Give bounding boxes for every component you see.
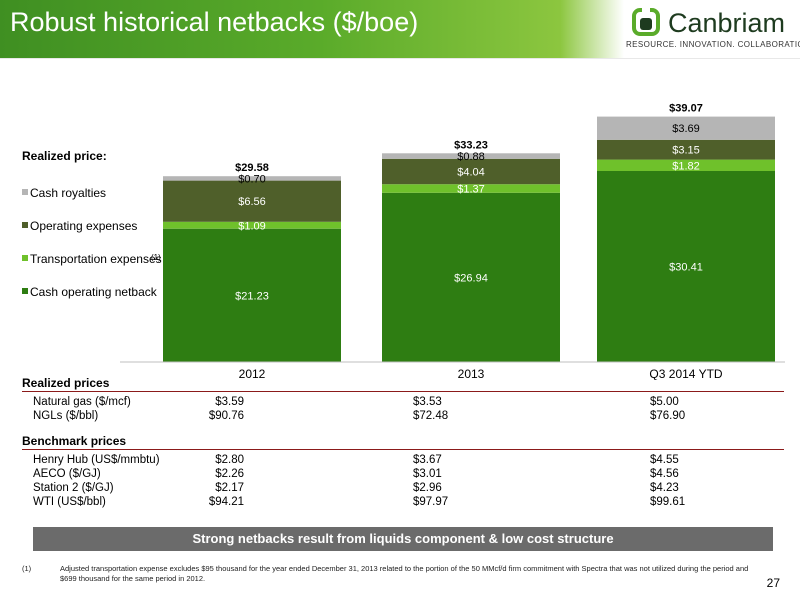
row-value: $3.67 (413, 454, 442, 466)
bar-cash-operating-netback-1 (382, 192, 560, 362)
company-logo: Canbriam RESOURCE. INNOVATION. COLLABORA… (626, 4, 800, 56)
row-label: WTI (US$/bbl) (33, 496, 106, 508)
header-bar: Robust historical netbacks ($/boe) (0, 0, 800, 58)
total-label: $39.07 (669, 103, 703, 115)
realized-prices-title: Realized prices (22, 376, 110, 390)
page-title: Robust historical netbacks ($/boe) (10, 7, 419, 37)
section-rule (22, 391, 784, 392)
row-label: Station 2 ($/GJ) (33, 482, 114, 494)
header-divider (0, 58, 800, 59)
bar-cash-operating-netback-0 (163, 228, 341, 362)
row-value: $72.48 (413, 410, 449, 422)
row-value: $3.59 (215, 396, 244, 408)
row-value: $3.01 (413, 468, 442, 480)
row-value: $4.55 (650, 454, 679, 466)
bar-transportation-expenses-0 (163, 221, 341, 229)
page-number: 27 (766, 576, 780, 590)
row-value: $76.90 (650, 410, 686, 422)
bar-transportation-expenses-1 (382, 184, 560, 193)
logo-name: Canbriam (668, 8, 786, 38)
row-label: NGLs ($/bbl) (33, 410, 99, 422)
row-value: $3.53 (413, 396, 442, 408)
legend-swatch (22, 255, 28, 261)
data-label: $4.04 (457, 167, 485, 179)
logo-mark-icon (632, 6, 660, 36)
data-label: $3.69 (672, 123, 700, 135)
bar-transportation-expenses-2 (597, 159, 775, 171)
bar-cash-royalties-1 (382, 153, 560, 159)
chart-bars: $21.23 $1.09 $6.56 $0.70$29.58 $26.94 $1.37 $4… (163, 103, 775, 362)
data-label: $1.82 (672, 160, 700, 172)
legend-label: Cash operating netback (30, 285, 158, 299)
row-value: $4.23 (650, 482, 679, 494)
conclusion-banner: Strong netbacks result from liquids comp… (33, 527, 773, 551)
netback-chart: Realized price: Cash royalties Operating e… (22, 103, 785, 380)
row-value: $2.17 (215, 482, 244, 494)
legend-swatch (22, 222, 28, 228)
table-row: AECO ($/GJ) $2.26 $3.01 $4.56 (0, 468, 800, 482)
x-tick-label: 2013 (458, 367, 485, 380)
table-row: Station 2 ($/GJ) $2.17 $2.96 $4.23 (0, 482, 800, 496)
legend-swatch (22, 189, 28, 195)
row-value: $99.61 (650, 496, 686, 508)
total-label: $33.23 (454, 139, 488, 151)
legend-label: Operating expenses (30, 219, 137, 233)
chart-legend: Realized price: Cash royalties Operating e… (22, 149, 162, 299)
legend-swatch (22, 288, 28, 294)
x-axis-ticks: 2012 2013 Q3 2014 YTD (239, 367, 723, 380)
x-tick-label: 2012 (239, 367, 266, 380)
row-label: AECO ($/GJ) (33, 468, 101, 480)
legend-footnote-ref: (1) (151, 253, 161, 262)
x-tick-label: Q3 2014 YTD (649, 367, 722, 380)
row-value: $2.96 (413, 482, 442, 494)
data-label: $1.09 (238, 220, 266, 232)
bar-operating-expenses-0 (163, 180, 341, 222)
data-label: $21.23 (235, 290, 269, 302)
bar-cash-royalties-2 (597, 116, 775, 140)
row-label: Henry Hub (US$/mmbtu) (33, 454, 160, 466)
legend-label: Transportation expenses (30, 252, 162, 266)
data-label: $30.41 (669, 262, 703, 274)
data-label: $0.88 (457, 151, 485, 163)
bar-cash-operating-netback-2 (597, 171, 775, 362)
footnote-text: Adjusted transportation expense excludes… (60, 564, 749, 583)
row-value: $2.26 (215, 468, 244, 480)
table-row: Henry Hub (US$/mmbtu) $2.80 $3.67 $4.55 (0, 454, 800, 468)
data-label: $26.94 (454, 272, 488, 284)
row-value: $90.76 (208, 410, 244, 422)
bar-operating-expenses-2 (597, 139, 775, 160)
section-rule (22, 449, 784, 450)
data-label: $6.56 (238, 196, 266, 208)
row-value: $4.56 (650, 468, 679, 480)
row-value: $5.00 (650, 396, 679, 408)
legend-label: Cash royalties (30, 186, 106, 200)
bar-operating-expenses-1 (382, 158, 560, 185)
table-row: WTI (US$/bbl) $94.21 $97.97 $99.61 (0, 496, 800, 510)
data-label: $0.70 (238, 173, 266, 185)
footnote-mark: (1) (22, 564, 32, 573)
data-label: $1.37 (457, 184, 485, 196)
data-label: $3.15 (672, 145, 700, 157)
row-value: $97.97 (413, 496, 449, 508)
table-row: NGLs ($/bbl) $90.76 $72.48 $76.90 (0, 410, 800, 424)
total-label: $29.58 (235, 162, 269, 174)
bar-cash-royalties-0 (163, 176, 341, 181)
logo-tagline: RESOURCE. INNOVATION. COLLABORATION. (626, 40, 800, 49)
row-value: $2.80 (215, 454, 244, 466)
row-label: Natural gas ($/mcf) (33, 396, 131, 408)
table-row: Natural gas ($/mcf) $3.59 $3.53 $5.00 (0, 396, 800, 410)
legend-title: Realized price: (22, 149, 107, 163)
benchmark-prices-title: Benchmark prices (22, 434, 127, 448)
row-value: $94.21 (208, 496, 244, 508)
